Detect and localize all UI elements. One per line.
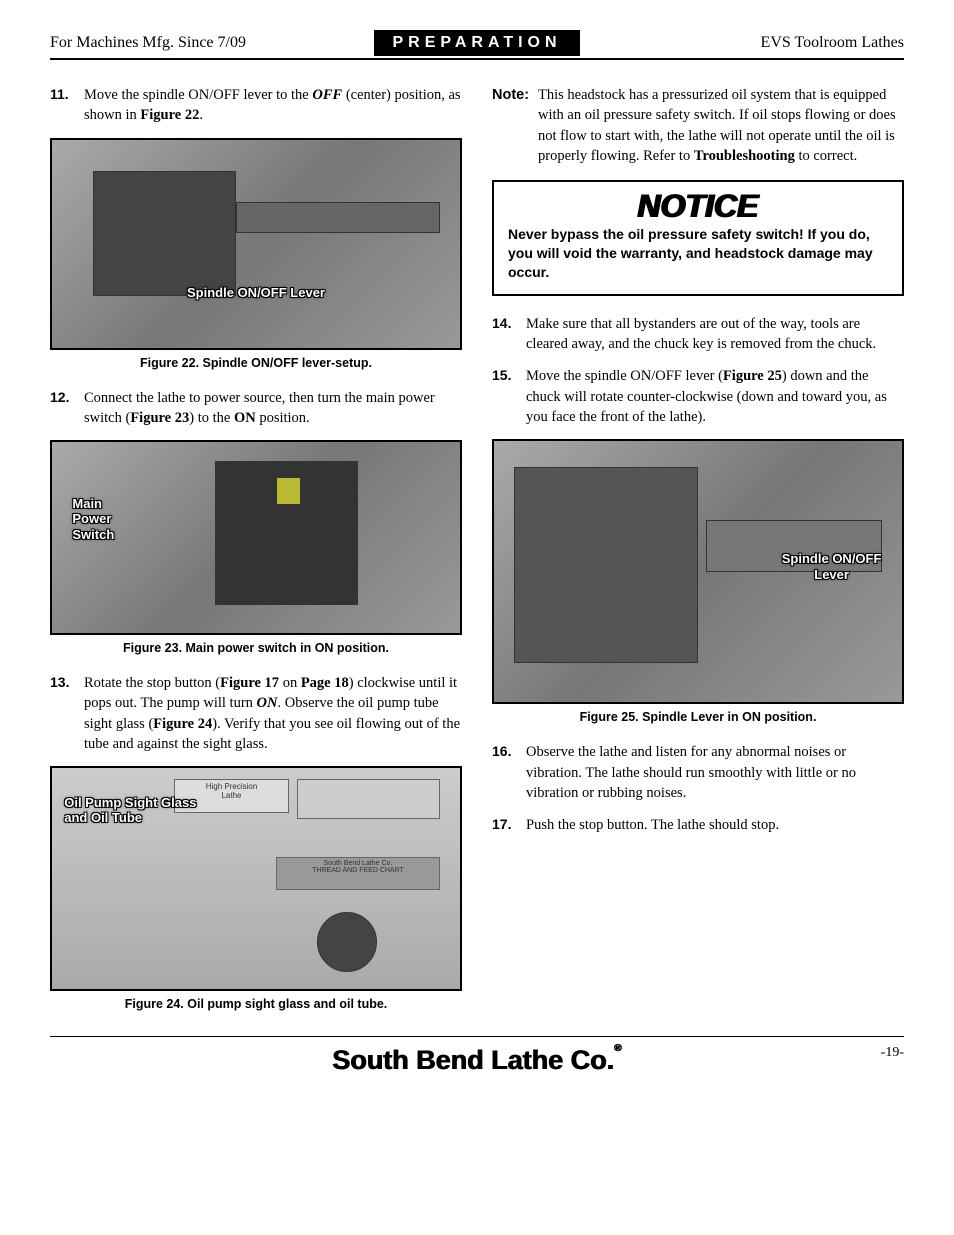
- page-number: -19-: [881, 1045, 904, 1061]
- step-text: Connect the lathe to power source, then …: [84, 388, 462, 429]
- header-center: PREPARATION: [374, 30, 579, 56]
- step-text: Make sure that all bystanders are out of…: [526, 314, 904, 355]
- panel-label: High Precision: [206, 782, 258, 791]
- step-number: 11.: [50, 85, 84, 126]
- step-number: 16.: [492, 742, 526, 803]
- note-block: Note: This headstock has a pressurized o…: [492, 85, 904, 166]
- step-number: 12.: [50, 388, 84, 429]
- figure-25-callout: Spindle ON/OFF Lever: [782, 551, 882, 582]
- figure-22-callout: Spindle ON/OFF Lever: [187, 285, 325, 301]
- left-column: 11. Move the spindle ON/OFF lever to the…: [50, 85, 462, 1011]
- figure-24-callout: Oil Pump Sight Glass and Oil Tube: [64, 795, 204, 826]
- page-header: For Machines Mfg. Since 7/09 PREPARATION…: [50, 30, 904, 60]
- notice-title: NOTICE: [508, 188, 888, 225]
- step-15: 15. Move the spindle ON/OFF lever (Figur…: [492, 366, 904, 427]
- figure-25-image: Spindle ON/OFF Lever: [492, 439, 904, 704]
- step-number: 14.: [492, 314, 526, 355]
- step-12: 12. Connect the lathe to power source, t…: [50, 388, 462, 429]
- notice-box: NOTICE Never bypass the oil pressure saf…: [492, 180, 904, 296]
- figure-23-image: Main Power Switch: [50, 440, 462, 635]
- page-footer: South Bend Lathe Co.® -19-: [50, 1036, 904, 1076]
- step-text: Observe the lathe and listen for any abn…: [526, 742, 904, 803]
- step-11: 11. Move the spindle ON/OFF lever to the…: [50, 85, 462, 126]
- step-text: Move the spindle ON/OFF lever to the OFF…: [84, 85, 462, 126]
- figure-23-callout: Main Power Switch: [72, 496, 132, 543]
- figure-22-caption: Figure 22. Spindle ON/OFF lever-setup.: [50, 356, 462, 370]
- step-number: 15.: [492, 366, 526, 427]
- header-right: EVS Toolroom Lathes: [580, 34, 904, 52]
- figure-25-caption: Figure 25. Spindle Lever in ON position.: [492, 710, 904, 724]
- header-left: For Machines Mfg. Since 7/09: [50, 34, 374, 52]
- step-number: 13.: [50, 673, 84, 754]
- figure-23-caption: Figure 23. Main power switch in ON posit…: [50, 641, 462, 655]
- footer-company: South Bend Lathe Co.®: [50, 1045, 904, 1076]
- panel-label: THREAD AND FEED CHART: [312, 867, 404, 874]
- figure-24-image: High Precision Lathe South Bend Lathe Co…: [50, 766, 462, 991]
- content-columns: 11. Move the spindle ON/OFF lever to the…: [50, 85, 904, 1011]
- panel-label: South Bend Lathe Co.: [324, 860, 393, 867]
- step-16: 16. Observe the lathe and listen for any…: [492, 742, 904, 803]
- step-text: Push the stop button. The lathe should s…: [526, 815, 779, 835]
- step-17: 17. Push the stop button. The lathe shou…: [492, 815, 904, 835]
- note-label: Note:: [492, 87, 529, 103]
- registered-icon: ®: [614, 1043, 621, 1054]
- step-14: 14. Make sure that all bystanders are ou…: [492, 314, 904, 355]
- panel-label: Lathe: [221, 791, 241, 800]
- figure-22-image: Spindle ON/OFF Lever: [50, 138, 462, 350]
- note-text: This headstock has a pressurized oil sys…: [538, 85, 904, 166]
- step-text: Rotate the stop button (Figure 17 on Pag…: [84, 673, 462, 754]
- step-text: Move the spindle ON/OFF lever (Figure 25…: [526, 366, 904, 427]
- right-column: Note: This headstock has a pressurized o…: [492, 85, 904, 1011]
- notice-text: Never bypass the oil pressure safety swi…: [508, 225, 888, 282]
- figure-24-caption: Figure 24. Oil pump sight glass and oil …: [50, 997, 462, 1011]
- step-13: 13. Rotate the stop button (Figure 17 on…: [50, 673, 462, 754]
- step-number: 17.: [492, 815, 526, 835]
